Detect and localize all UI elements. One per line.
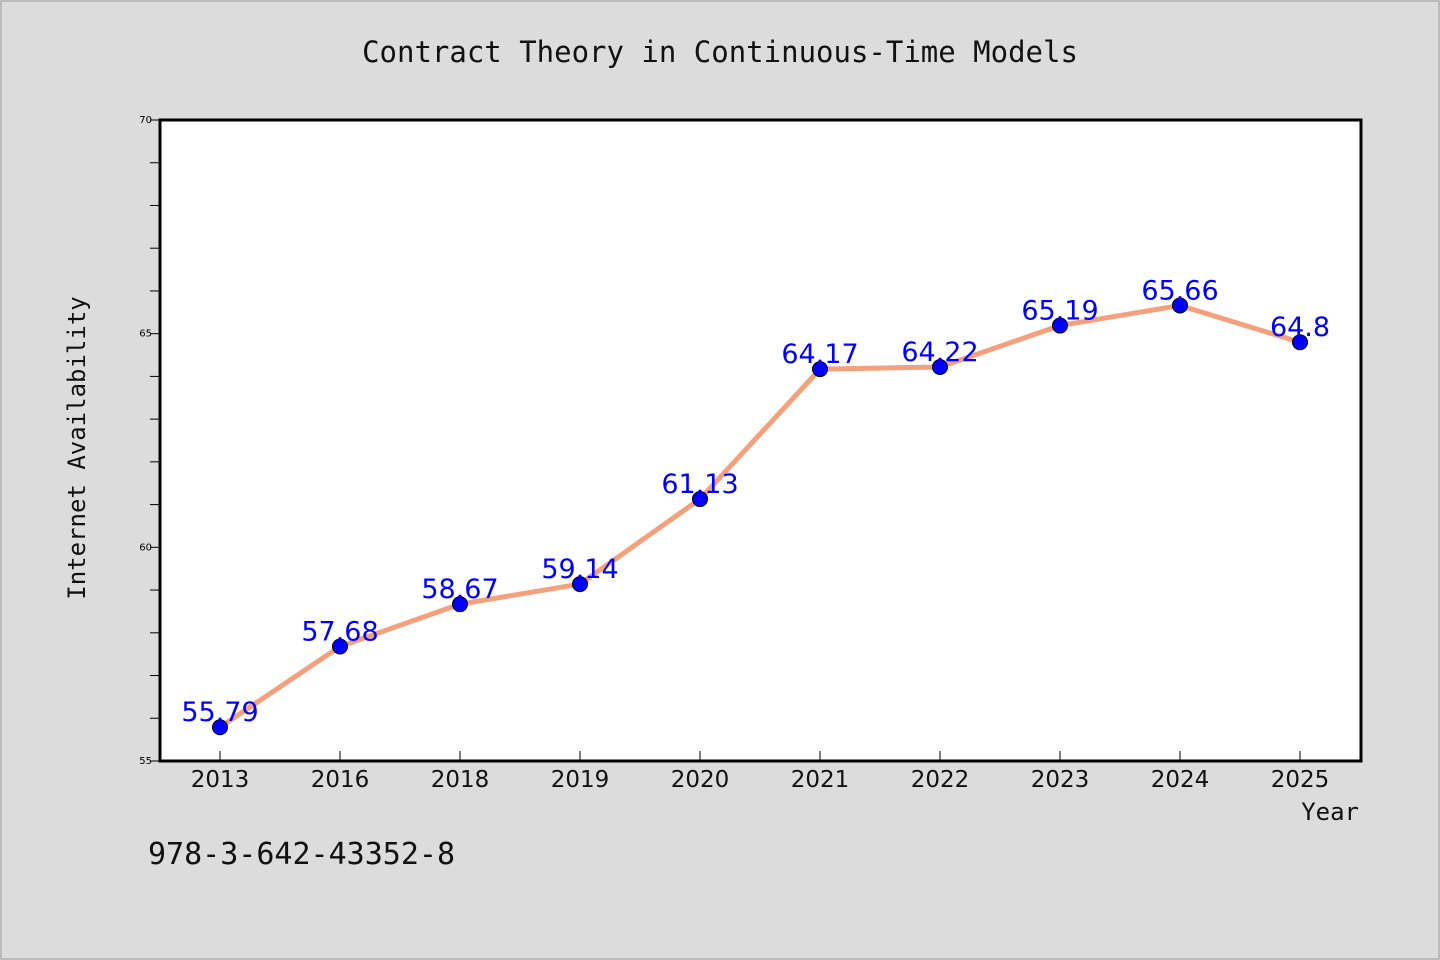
x-tick-label: 2024 — [1151, 767, 1210, 793]
data-point — [1292, 334, 1308, 351]
data-label: 55.79 — [181, 697, 258, 728]
data-label: 65.19 — [1021, 296, 1098, 327]
x-tick-label: 2013 — [191, 767, 250, 793]
data-point — [332, 638, 348, 655]
series-line — [217, 302, 1303, 730]
data-label: 64.17 — [781, 339, 858, 370]
x-tick-label: 2025 — [1271, 767, 1330, 793]
x-tick-label: 2016 — [311, 767, 370, 793]
x-axis-label: Year — [1301, 798, 1359, 826]
x-tick-label: 2022 — [911, 767, 970, 793]
plot-area — [160, 120, 1361, 761]
y-tick-label: 55 — [139, 756, 152, 767]
data-labels: 55.79 57.68 58.67 59.14 61.13 64.17 64.22 65.19… — [181, 275, 1330, 728]
isbn-label: 978-3-642-43352-8 — [148, 837, 455, 872]
chart-title: Contract Theory in Continuous-Time Model… — [362, 35, 1078, 69]
data-label: 64.22 — [901, 337, 978, 368]
y-axis-label: Internet Availability — [63, 296, 91, 599]
y-axis-ticks: 55 60 65 70 — [139, 115, 160, 767]
data-label: 65.66 — [1141, 275, 1218, 306]
x-tick-label: 2018 — [431, 767, 490, 793]
data-point — [572, 576, 588, 593]
x-tick-label: 2020 — [671, 767, 730, 793]
data-point — [1172, 297, 1188, 314]
x-axis-ticks: 2013 2016 2018 2019 2020 2021 2022 2023 2024 2025 — [191, 751, 1330, 793]
data-point — [812, 361, 828, 378]
data-point — [692, 491, 708, 508]
data-point — [1052, 317, 1068, 334]
plot-frame — [158, 118, 1363, 763]
data-label: 64.8 — [1270, 312, 1330, 343]
data-label: 61.13 — [661, 469, 738, 500]
x-tick-label: 2019 — [551, 767, 610, 793]
data-point — [932, 358, 948, 375]
data-point — [452, 596, 468, 613]
data-point — [212, 719, 228, 736]
data-label: 59.14 — [541, 554, 618, 585]
y-tick-label: 65 — [139, 329, 152, 340]
x-tick-label: 2021 — [791, 767, 850, 793]
x-tick-label: 2023 — [1031, 767, 1090, 793]
y-tick-label: 70 — [139, 115, 152, 126]
series-layer — [212, 297, 1308, 736]
y-tick-label: 60 — [139, 542, 152, 553]
data-label: 57.68 — [301, 616, 378, 647]
data-label: 58.67 — [421, 574, 498, 605]
